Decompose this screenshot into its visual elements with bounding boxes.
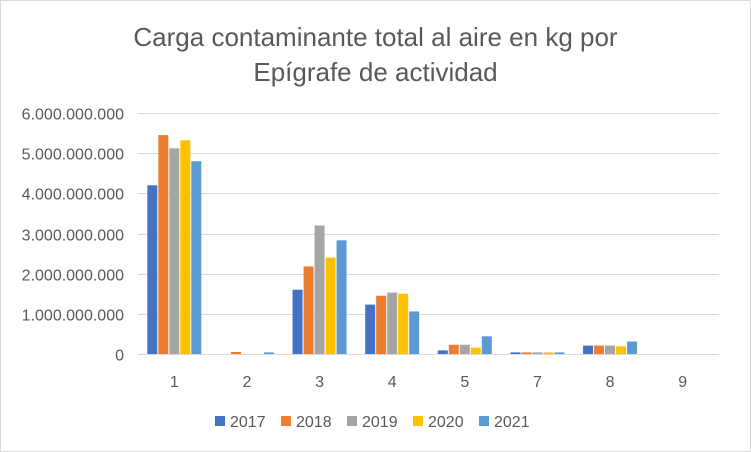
legend: 2017 2018 2019 2020 2021 (215, 414, 530, 431)
chart-title-line-2: Epígrafe de actividad (253, 57, 498, 87)
bar-2017-cat-5 (437, 350, 448, 354)
x-tick-label: 5 (460, 374, 469, 391)
legend-label-2021: 2021 (494, 414, 530, 431)
bar-2021-cat-2 (263, 352, 274, 354)
bar-2021-cat-4 (409, 311, 420, 354)
legend-swatch-2021 (479, 416, 489, 426)
legend-swatch-2020 (413, 416, 423, 426)
x-tick-label: 4 (388, 374, 397, 391)
legend-swatch-2019 (347, 416, 357, 426)
bar-2017-cat-3 (292, 289, 303, 354)
legend-label-2018: 2018 (296, 414, 332, 431)
y-tick-label: 6.000.000.000 (22, 107, 124, 124)
legend-swatch-2017 (215, 416, 225, 426)
bar-2021-cat-8 (627, 341, 638, 354)
bar-2017-cat-7 (510, 352, 521, 354)
bar-2020-cat-8 (616, 346, 627, 354)
x-tick-label: 2 (242, 374, 251, 391)
bar-2018-cat-1 (158, 135, 169, 354)
legend-label-2017: 2017 (230, 414, 266, 431)
x-tick-label: 8 (606, 374, 615, 391)
bar-2021-cat-1 (191, 161, 202, 354)
y-axis-tick-labels: 0 1.000.000.000 2.000.000.000 3.000.000.000… (22, 107, 124, 365)
bar-2021-cat-3 (336, 240, 347, 354)
bar-2020-cat-4 (398, 293, 409, 354)
chart-title: Carga contaminante total al aire en kg p… (0, 20, 751, 90)
bar-2018-cat-8 (594, 345, 605, 354)
y-tick-label: 4.000.000.000 (22, 187, 124, 204)
bar-2021-cat-7 (554, 352, 565, 354)
legend-label-2020: 2020 (428, 414, 464, 431)
legend-swatch-2018 (281, 416, 291, 426)
bar-2019-cat-5 (459, 344, 470, 354)
bar-2018-cat-5 (448, 344, 459, 354)
bar-2020-cat-5 (470, 347, 481, 354)
bar-2018-cat-3 (303, 266, 314, 354)
x-tick-label: 9 (678, 374, 687, 391)
bar-2017-cat-1 (147, 185, 158, 354)
bar-2021-cat-5 (481, 336, 492, 354)
bar-2019-cat-1 (169, 148, 180, 354)
y-tick-label: 5.000.000.000 (22, 147, 124, 164)
bar-2018-cat-4 (376, 295, 387, 354)
bar-2017-cat-4 (365, 304, 376, 354)
chart-title-line-1: Carga contaminante total al aire en kg p… (133, 22, 618, 52)
x-tick-label: 1 (170, 374, 179, 391)
y-tick-label: 3.000.000.000 (22, 228, 124, 245)
bar-2019-cat-4 (387, 292, 398, 354)
x-tick-label: 3 (315, 374, 324, 391)
bar-2020-cat-7 (543, 352, 554, 354)
y-tick-label: 2.000.000.000 (22, 268, 124, 285)
bar-2019-cat-8 (605, 345, 616, 354)
bar-2018-cat-2 (230, 351, 241, 354)
bar-2020-cat-1 (180, 140, 191, 354)
bar-2019-cat-7 (532, 352, 543, 354)
x-axis-tick-labels: 1 2 3 4 5 7 8 9 (170, 374, 687, 391)
x-tick-label: 7 (533, 374, 542, 391)
gridlines (138, 113, 719, 355)
y-tick-label: 1.000.000.000 (22, 308, 124, 325)
y-tick-label: 0 (115, 348, 124, 365)
bar-2019-cat-3 (314, 225, 325, 354)
legend-label-2019: 2019 (362, 414, 398, 431)
bar-2017-cat-8 (583, 345, 594, 354)
bar-2018-cat-7 (521, 352, 532, 354)
bars (147, 135, 638, 354)
bar-2020-cat-3 (325, 257, 336, 354)
